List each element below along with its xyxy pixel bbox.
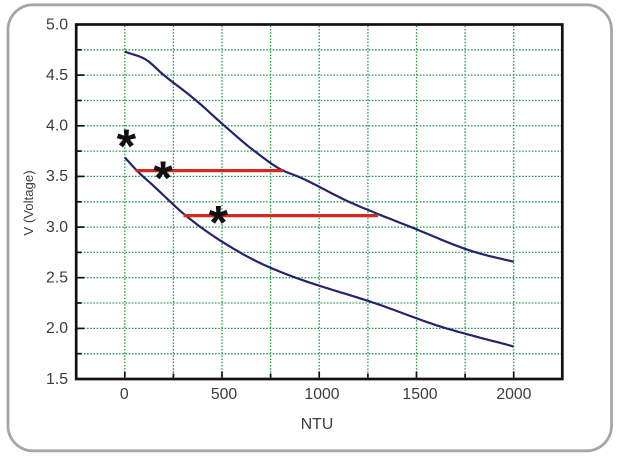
svg-text:3.5: 3.5	[46, 168, 68, 185]
svg-text:NTU: NTU	[301, 416, 333, 433]
svg-text:2000: 2000	[496, 386, 531, 403]
svg-text:3.0: 3.0	[46, 219, 68, 236]
svg-text:1.5: 1.5	[46, 371, 68, 388]
svg-text:V (Voltage): V (Voltage)	[21, 170, 36, 235]
svg-text:2.0: 2.0	[46, 320, 68, 337]
svg-text:5.0: 5.0	[46, 16, 68, 33]
svg-text:500: 500	[211, 386, 238, 403]
svg-text:4.5: 4.5	[46, 67, 68, 84]
svg-text:1500: 1500	[402, 386, 437, 403]
svg-text:2.5: 2.5	[46, 270, 68, 287]
svg-text:0: 0	[120, 386, 129, 403]
svg-text:1000: 1000	[304, 386, 339, 403]
svg-text:4.0: 4.0	[46, 118, 68, 135]
